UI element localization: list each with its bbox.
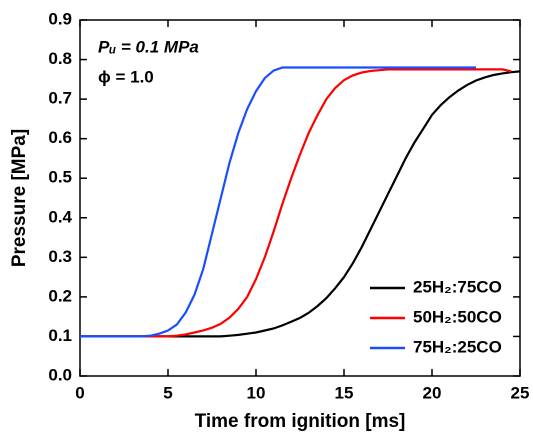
y-tick-label: 0.2 bbox=[48, 286, 72, 305]
y-tick-label: 0.6 bbox=[48, 128, 72, 147]
legend-label: 75H₂:25CO bbox=[413, 337, 502, 356]
legend-label: 25H₂:75CO bbox=[413, 277, 502, 296]
x-tick-label: 20 bbox=[423, 383, 442, 402]
y-tick-label: 0.4 bbox=[48, 207, 72, 226]
line bbox=[80, 66, 476, 338]
y-tick-label: 0.0 bbox=[48, 365, 72, 384]
annotation: ϕ = 1.0 bbox=[98, 67, 154, 86]
y-tick-label: 0.7 bbox=[48, 89, 72, 108]
y-tick-label: 0.9 bbox=[48, 9, 72, 28]
x-tick-label: 25 bbox=[511, 383, 530, 402]
x-tick-label: 5 bbox=[163, 383, 172, 402]
plot-frame bbox=[79, 19, 521, 377]
y-axis-label: Pressure [MPa] bbox=[9, 129, 30, 267]
x-tick-label: 15 bbox=[335, 383, 354, 402]
y-tick-label: 0.3 bbox=[48, 247, 72, 266]
legend-label: 50H₂:50CO bbox=[413, 307, 502, 326]
x-axis-label: Time from ignition [ms] bbox=[195, 411, 406, 432]
annotation: Pᵤ = 0.1 MPa bbox=[98, 37, 199, 56]
y-tick-label: 0.8 bbox=[48, 49, 72, 68]
x-tick-label: 0 bbox=[75, 383, 84, 402]
x-tick-label: 10 bbox=[247, 383, 266, 402]
y-tick-label: 0.5 bbox=[48, 168, 72, 187]
y-tick-label: 0.1 bbox=[48, 326, 72, 345]
line bbox=[80, 70, 521, 338]
